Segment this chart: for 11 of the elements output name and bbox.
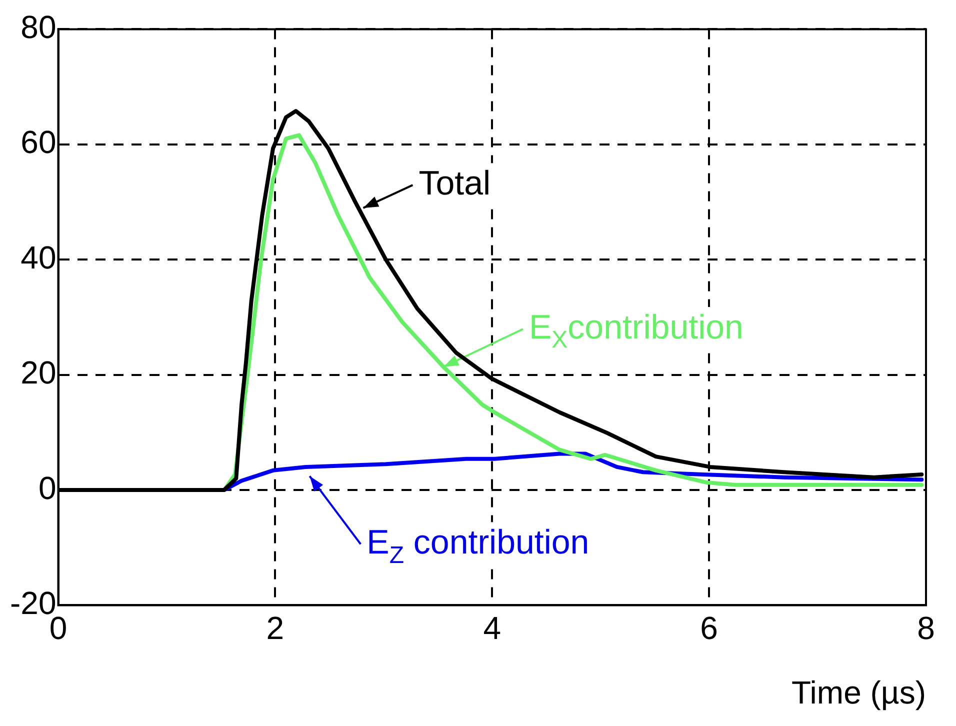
x-tick-label: 8 [917, 610, 935, 646]
y-tick-label: 20 [20, 354, 56, 391]
x-tick-label: 6 [700, 610, 718, 646]
annotation: Total [418, 164, 491, 202]
y-tick-label: 80 [20, 9, 56, 46]
x-axis-title: Time (µs) [791, 674, 926, 711]
y-tick-label: 60 [20, 124, 56, 160]
x-tick-label: 4 [483, 610, 502, 646]
y-tick-label: 0 [38, 470, 56, 506]
x-tick-label: 2 [266, 610, 284, 646]
y-tick-label: 40 [20, 239, 56, 276]
